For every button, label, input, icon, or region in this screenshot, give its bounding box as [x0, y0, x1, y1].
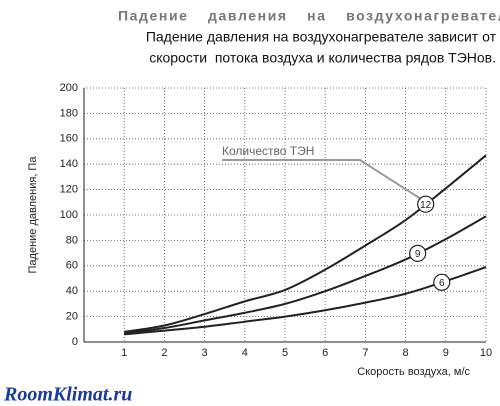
y-tick-label: 180: [60, 107, 78, 119]
x-tick-label: 1: [121, 347, 127, 359]
y-tick-label: 120: [60, 184, 78, 196]
x-tick-label: 5: [282, 347, 288, 359]
y-tick-label: 200: [60, 82, 78, 94]
chart-subtitle: Падение давления на воздухонагревателе з…: [146, 29, 497, 45]
series-label: 12: [420, 200, 432, 211]
x-axis-label: Скорость воздуха, м/с: [357, 366, 470, 378]
y-tick-label: 0: [72, 336, 78, 348]
series-line: [124, 266, 487, 336]
y-axis-label: Падение давления, Па: [27, 156, 39, 274]
series-line: [124, 215, 487, 335]
annotation: Количество ТЭН: [222, 144, 314, 158]
y-tick-label: 80: [66, 234, 78, 246]
y-tick-label: 60: [66, 260, 78, 272]
x-tick-label: 3: [202, 347, 208, 359]
series-label: 9: [415, 249, 421, 260]
y-tick-label: 140: [60, 158, 78, 170]
x-tick-label: 8: [403, 347, 409, 359]
x-tick-label: 4: [242, 347, 248, 359]
watermark: RoomKlimat.ru: [3, 384, 132, 406]
series-label-circle: [409, 244, 427, 262]
annotation-line: [222, 159, 421, 200]
series-label-circle: [417, 195, 435, 213]
x-tick-label: 10: [480, 347, 492, 359]
y-tick-label: 100: [60, 209, 78, 221]
series-label: 6: [439, 278, 445, 289]
x-tick-label: 2: [161, 347, 167, 359]
y-tick-label: 40: [66, 285, 78, 297]
x-tick-label: 7: [362, 347, 368, 359]
chart-subtitle: скорости потока воздуха и количества ряд…: [149, 50, 496, 66]
y-tick-label: 160: [60, 133, 78, 145]
x-tick-label: 6: [322, 347, 328, 359]
series-label-circle: [433, 273, 451, 291]
chart-title: Падение давления на воздухонагревателе: [118, 8, 500, 24]
series-line: [124, 154, 487, 333]
y-tick-label: 20: [66, 311, 78, 323]
x-tick-label: 9: [443, 347, 449, 359]
